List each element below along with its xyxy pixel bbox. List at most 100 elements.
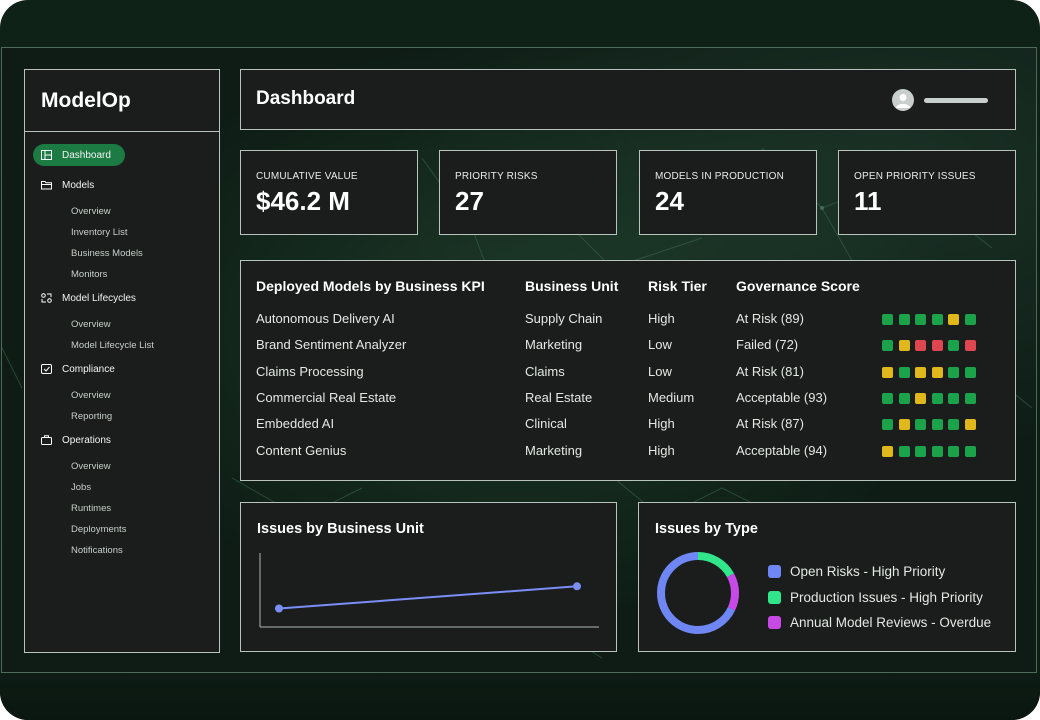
kpi-label: CUMULATIVE VALUE — [256, 171, 358, 182]
score-square-green — [882, 392, 893, 404]
legend-item[interactable]: Open Risks - High Priority — [768, 559, 991, 585]
cell-business-unit: Claims — [525, 363, 565, 379]
line-chart — [259, 553, 599, 628]
sidebar-item-operations[interactable]: Operations — [33, 429, 219, 451]
sidebar-subitem-runtimes[interactable]: Runtimes — [71, 503, 112, 514]
user-avatar[interactable] — [892, 89, 914, 111]
column-header-risk-tier: Risk Tier — [648, 278, 707, 294]
sidebar-subitem-compliance-overview[interactable]: Overview — [71, 390, 111, 401]
donut-chart — [657, 552, 739, 634]
cell-business-unit: Marketing — [525, 442, 583, 458]
legend-swatch — [768, 565, 781, 579]
legend-item[interactable]: Production Issues - High Priority — [768, 585, 991, 611]
score-square-green — [931, 314, 943, 325]
sidebar-item-label: Model Lifecycles — [62, 292, 136, 304]
sidebar-subitem-inventory-list[interactable]: Inventory List — [71, 227, 128, 238]
header-bar: Dashboard — [240, 69, 1016, 130]
sidebar-subitem-reporting[interactable]: Reporting — [71, 411, 113, 422]
score-indicators — [882, 419, 981, 431]
kpi-value: 11 — [854, 186, 882, 216]
sidebar-subitem-notifications[interactable]: Notifications — [71, 545, 123, 556]
score-square-yellow — [882, 366, 893, 378]
cell-risk-tier: High — [648, 416, 675, 432]
cell-governance-score: Acceptable (94) — [736, 442, 828, 458]
table-row[interactable]: Commercial Real Estate Real Estate Medium A… — [241, 390, 1017, 412]
folder-icon — [41, 180, 52, 190]
kpi-label: OPEN PRIORITY ISSUES — [854, 171, 976, 182]
sidebar-subitem-lifecycles-overview[interactable]: Overview — [71, 319, 111, 330]
sidebar-item-compliance[interactable]: Compliance — [33, 358, 219, 380]
issues-by-type-chart: Issues by Type Open Risks - High Priorit… — [638, 502, 1016, 652]
score-square-green — [948, 445, 959, 457]
dashboard-icon — [41, 150, 52, 160]
score-square-yellow — [915, 366, 926, 378]
sidebar-subitem-model-lifecycle-list[interactable]: Model Lifecycle List — [71, 340, 154, 351]
score-square-green — [882, 340, 893, 352]
sidebar-subitem-monitors[interactable]: Monitors — [71, 269, 108, 280]
score-square-green — [882, 314, 893, 325]
sidebar-item-label: Models — [62, 179, 95, 191]
sidebar-item-dashboard[interactable]: Dashboard — [33, 144, 125, 166]
sidebar-subitem-jobs[interactable]: Jobs — [71, 482, 92, 493]
cell-governance-score: Failed (72) — [736, 337, 799, 353]
sidebar-subitem-deployments[interactable]: Deployments — [71, 524, 127, 535]
cell-risk-tier: High — [648, 442, 675, 458]
score-square-green — [882, 419, 893, 431]
score-indicators — [882, 366, 981, 378]
sidebar: ModelOp Dashboard Models Overview Invent… — [24, 69, 220, 653]
sidebar-item-label: Operations — [62, 434, 111, 446]
score-square-yellow — [882, 445, 893, 457]
checkbox-icon — [41, 364, 52, 374]
sidebar-subitem-business-models[interactable]: Business Models — [71, 248, 143, 259]
cell-risk-tier: Medium — [648, 389, 695, 405]
score-indicators — [882, 392, 981, 404]
deployed-models-table: Deployed Models by Business KPI Business… — [240, 260, 1016, 481]
sidebar-item-label: Compliance — [62, 363, 115, 375]
sidebar-subitem-models-overview[interactable]: Overview — [71, 206, 111, 217]
donut-slice[interactable] — [657, 552, 739, 634]
score-square-green — [964, 366, 976, 378]
cell-business-unit: Real Estate — [525, 389, 593, 405]
data-point[interactable] — [573, 582, 581, 591]
legend-item[interactable]: Annual Model Reviews - Overdue — [768, 610, 991, 636]
table-row[interactable]: Content Genius Marketing High Acceptable (9… — [241, 443, 1017, 465]
sidebar-nav: Dashboard Models Overview Inventory List… — [25, 132, 219, 561]
cell-business-unit: Marketing — [525, 337, 583, 353]
legend-swatch — [768, 616, 781, 630]
score-square-green — [948, 419, 959, 431]
data-point[interactable] — [275, 604, 283, 613]
table-row[interactable]: Embedded AI Clinical High At Risk (87) — [241, 416, 1017, 438]
cell-business-unit: Supply Chain — [525, 311, 603, 326]
kpi-value: $46.2 M — [256, 186, 350, 216]
table-row[interactable]: Claims Processing Claims Low At Risk (81) — [241, 364, 1017, 386]
user-name-placeholder[interactable] — [924, 98, 988, 103]
chart-title: Issues by Business Unit — [257, 521, 424, 537]
table-row[interactable]: Brand Sentiment Analyzer Marketing Low Fail… — [241, 337, 1017, 359]
score-square-yellow — [898, 419, 910, 431]
score-square-yellow — [964, 419, 976, 431]
legend-label: Annual Model Reviews - Overdue — [790, 615, 992, 631]
score-indicators — [882, 340, 981, 352]
sidebar-item-model-lifecycles[interactable]: Model Lifecycles — [33, 287, 219, 309]
table-row[interactable]: Autonomous Delivery AI Supply Chain High At… — [241, 311, 1017, 333]
brand-logo: ModelOp — [25, 70, 219, 132]
score-square-green — [915, 314, 926, 325]
sidebar-subitem-operations-overview[interactable]: Overview — [71, 461, 111, 472]
score-square-green — [964, 445, 976, 457]
donut-slice[interactable] — [657, 552, 739, 634]
sidebar-item-models[interactable]: Models — [33, 174, 219, 196]
cell-model: Commercial Real Estate — [256, 389, 397, 405]
kpi-open-priority-issues: OPEN PRIORITY ISSUES 11 — [838, 150, 1016, 235]
app-screen: ModelOp Dashboard Models Overview Invent… — [1, 47, 1037, 673]
legend-label: Production Issues - High Priority — [790, 589, 983, 605]
device-bottom-bezel — [0, 674, 1040, 720]
cell-risk-tier: Low — [648, 363, 672, 379]
sidebar-item-label: Dashboard — [62, 149, 111, 161]
kpi-label: MODELS IN PRODUCTION — [655, 171, 785, 182]
score-square-yellow — [915, 392, 926, 404]
cell-governance-score: At Risk (87) — [736, 416, 804, 432]
score-square-yellow — [931, 366, 943, 378]
kpi-cumulative-value: CUMULATIVE VALUE $46.2 M — [240, 150, 418, 235]
kpi-value: 27 — [455, 186, 484, 216]
series-line — [278, 585, 578, 610]
